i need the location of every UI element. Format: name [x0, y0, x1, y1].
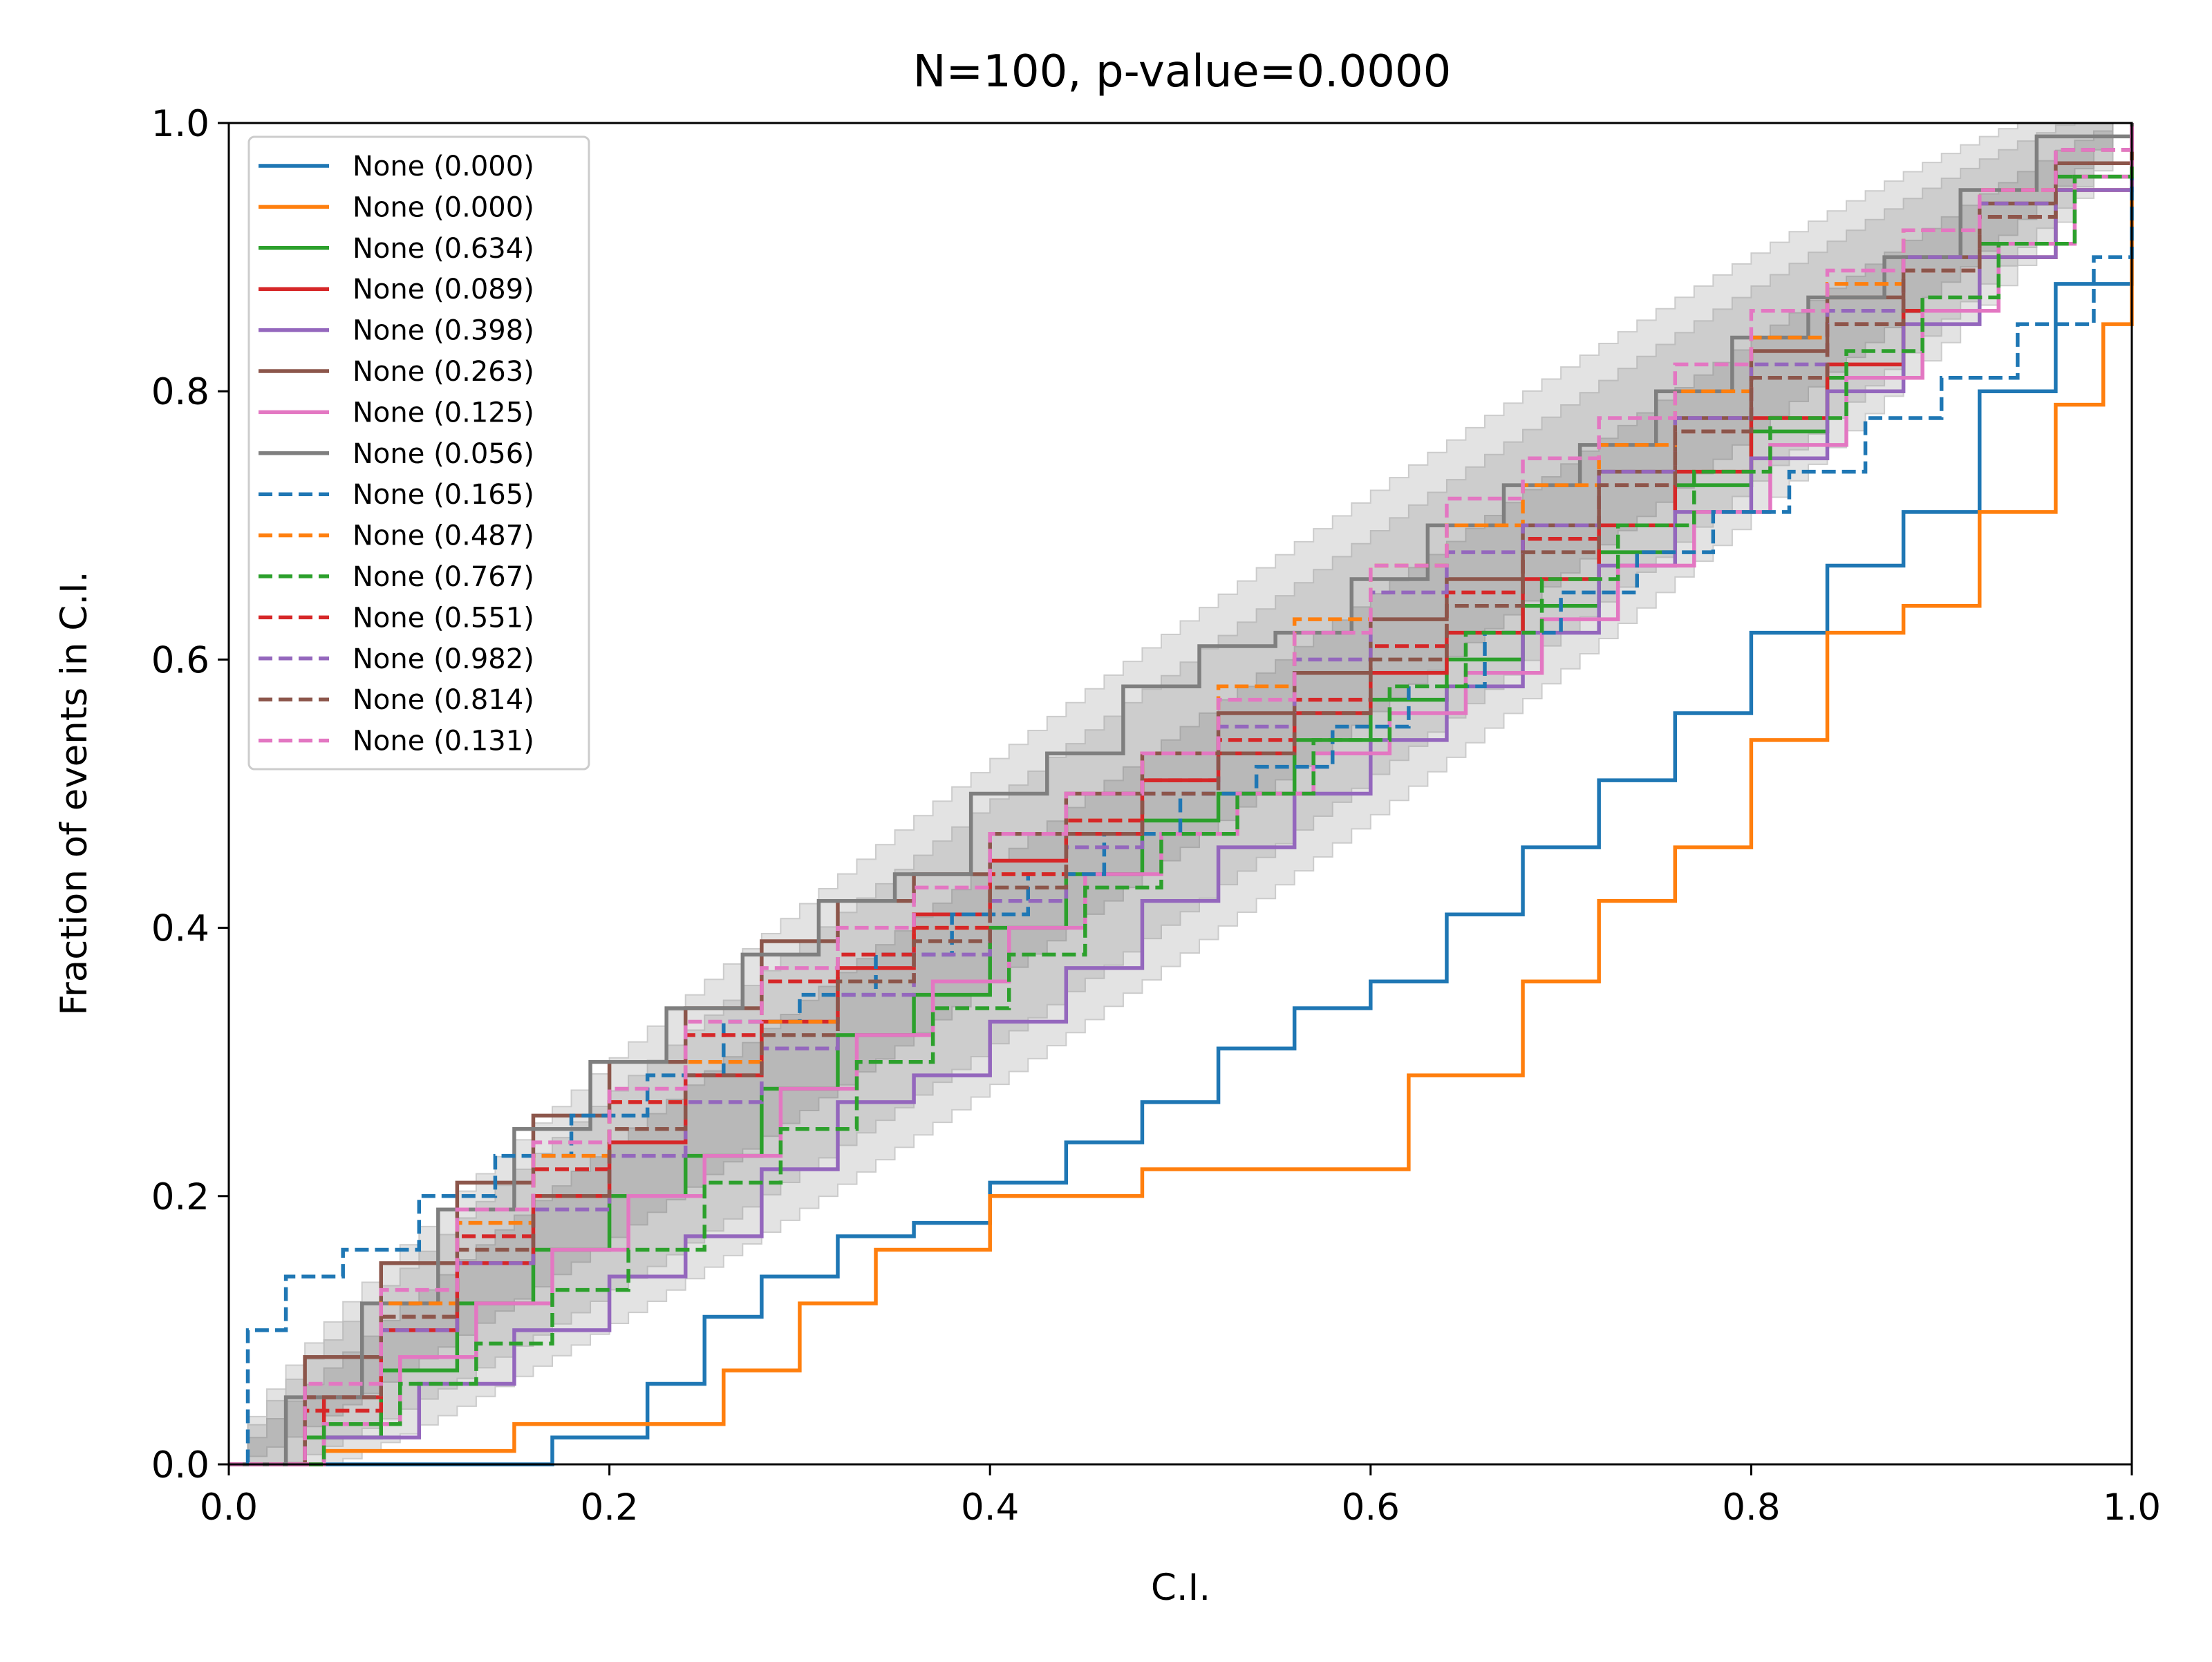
legend-label: None (0.089): [353, 274, 534, 305]
legend-label: None (0.056): [353, 438, 534, 470]
x-tick-label: 1.0: [2103, 1486, 2161, 1529]
legend-label: None (0.767): [353, 561, 534, 593]
chart-title: N=100, p-value=0.0000: [913, 46, 1452, 97]
y-tick-label: 1.0: [151, 103, 209, 145]
legend-label: None (0.634): [353, 233, 534, 265]
legend-label: None (0.263): [353, 356, 534, 388]
y-tick-label: 0.4: [151, 908, 209, 950]
y-tick-label: 0.8: [151, 371, 209, 413]
legend-label: None (0.165): [353, 479, 534, 511]
series-line-5: [229, 123, 2134, 1466]
confidence-bands: [228, 122, 2133, 1465]
legend-box: [247, 135, 590, 771]
y-axis-label: Fraction of events in C.I.: [53, 571, 95, 1015]
plot-frame: [227, 122, 2133, 1466]
legend-label: None (0.398): [353, 315, 534, 347]
legend-label: None (0.131): [353, 726, 534, 757]
legend-label: None (0.814): [353, 684, 534, 716]
y-tick-label: 0.2: [151, 1176, 209, 1218]
legend-label: None (0.551): [353, 602, 534, 634]
series-line-11: [229, 123, 2134, 1466]
x-axis-ticks: 0.0 0.2 0.4 0.6 0.8 1.0: [200, 1464, 2161, 1529]
y-tick-label: 0.0: [151, 1444, 209, 1486]
legend: None (0.000) None (0.000) None (0.634) None…: [247, 135, 590, 771]
y-axis-ticks: 0.0 0.2 0.4 0.6 0.8 1.0: [151, 103, 229, 1486]
y-tick-label: 0.6: [151, 639, 209, 681]
series-line-1: [229, 123, 2134, 1466]
legend-label: None (0.125): [353, 397, 534, 428]
x-tick-label: 0.6: [1342, 1486, 1400, 1529]
series-line-7: [229, 123, 2134, 1466]
legend-label: None (0.000): [353, 191, 534, 223]
legend-label: None (0.000): [353, 151, 534, 182]
series-line-2: [229, 123, 2134, 1466]
series-line-15: [229, 123, 2134, 1466]
x-tick-label: 0.0: [200, 1486, 258, 1529]
x-tick-label: 0.8: [1722, 1486, 1780, 1529]
series-line-9: [229, 176, 2134, 1466]
x-axis-label: C.I.: [1151, 1567, 1210, 1609]
series-lines: [229, 123, 2134, 1466]
legend-label: None (0.982): [353, 643, 534, 675]
legend-label: None (0.487): [353, 520, 534, 552]
x-tick-label: 0.2: [580, 1486, 638, 1529]
x-tick-label: 0.4: [961, 1486, 1019, 1529]
